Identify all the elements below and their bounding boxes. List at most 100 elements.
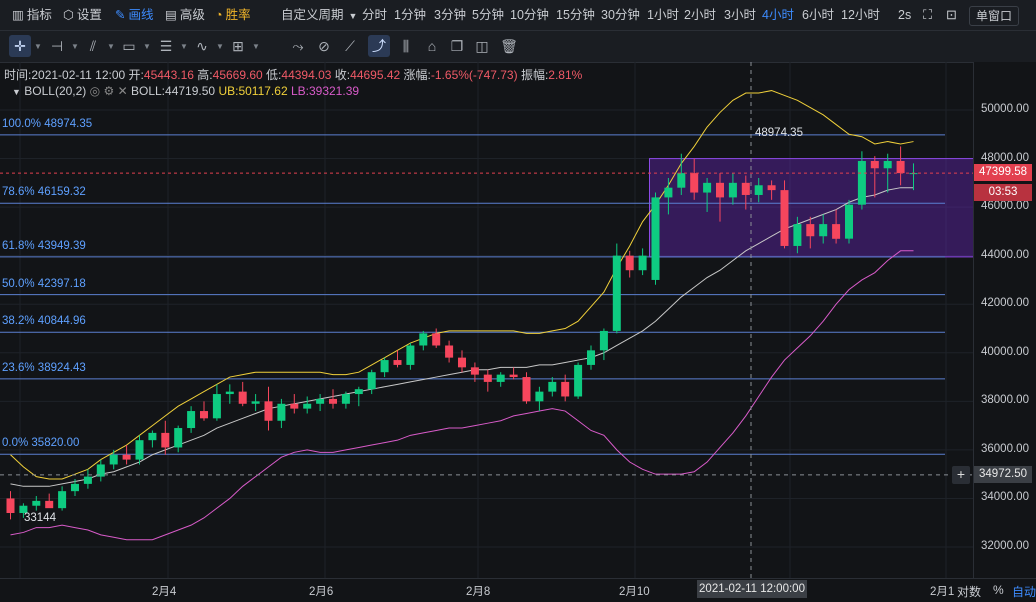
candle-body — [432, 333, 441, 346]
ohlc-open: 45443.16 — [143, 68, 194, 82]
draw-button[interactable]: ✎ 画线 — [115, 0, 154, 30]
pattern-icon[interactable]: ⫼ — [402, 38, 410, 54]
tool-caret-icon: ▼ — [252, 42, 260, 51]
candle-body — [548, 381, 557, 392]
window-mode-select[interactable]: 单窗口 — [969, 6, 1020, 26]
boll-lower-band — [10, 250, 914, 541]
settings-button[interactable]: ⬡ 设置 — [63, 0, 102, 30]
high-price-marker: 48974.35 — [755, 126, 803, 139]
candle-body — [109, 454, 118, 465]
candle-body — [367, 372, 376, 390]
trend-line-icon[interactable]: ⫽ — [89, 38, 97, 54]
candle-body — [870, 160, 879, 169]
candle-body — [522, 377, 531, 402]
tool-caret-icon: ▼ — [216, 42, 224, 51]
crosshair-icon[interactable]: ✛ — [9, 35, 31, 57]
percent-scale-toggle[interactable]: % — [993, 583, 1004, 597]
period-tab[interactable]: 1分钟 — [394, 8, 426, 22]
ohlc-low: 44394.03 — [281, 68, 332, 82]
candle-body — [406, 345, 415, 365]
winrate-button[interactable]: ◔ 胜率 — [215, 0, 251, 30]
boll-upper-band — [10, 90, 914, 480]
candle-body — [703, 182, 712, 193]
candle-body — [341, 394, 350, 404]
candle-body — [574, 364, 583, 397]
hide-icon[interactable]: ◫ — [475, 38, 489, 54]
lock-icon[interactable]: ⌂ — [427, 38, 437, 54]
period-tab[interactable]: 3分钟 — [434, 8, 466, 22]
price-axis-tick: 46000.00 — [981, 200, 1029, 213]
indicator-button[interactable]: ▥ 指标 — [12, 0, 52, 30]
candle-body — [806, 224, 815, 237]
tool-caret-icon: ▼ — [71, 42, 79, 51]
time-axis-tick: 2月10 — [619, 586, 650, 598]
crosshair-time-label: 2021-02-11 12:00:00 — [697, 580, 807, 598]
candle-body — [187, 411, 196, 429]
close-icon[interactable]: ✕ — [117, 84, 128, 98]
period-tab[interactable]: 15分钟 — [556, 8, 595, 22]
ohlc-time: 2021-02-11 12:00 — [31, 68, 126, 82]
fib-level-label: 100.0% 48974.35 — [2, 117, 93, 130]
period-tab[interactable]: 5分钟 — [472, 8, 504, 22]
candle-body — [793, 224, 802, 246]
period-tab[interactable]: 3小时 — [724, 8, 756, 22]
refresh-interval[interactable]: 2s — [898, 8, 912, 22]
fibonacci-icon[interactable]: ⤳ — [292, 38, 304, 54]
time-axis[interactable] — [0, 578, 1036, 602]
custom-period-dropdown[interactable]: 自定义周期 ▼ — [281, 8, 358, 22]
candle-body — [316, 398, 325, 404]
candle-body — [200, 411, 208, 419]
screenshot-icon[interactable]: ⊡ — [946, 7, 957, 22]
collapse-caret-icon[interactable]: ▼ — [12, 87, 21, 97]
candle-body — [625, 255, 634, 271]
ohlc-amplitude: 2.81% — [548, 68, 583, 82]
price-chart[interactable] — [0, 62, 973, 578]
parallel-lines-icon[interactable]: ☰ — [159, 38, 173, 54]
candle-body — [148, 432, 157, 441]
candle-body — [896, 160, 905, 174]
auto-scale-toggle[interactable]: 自动 — [1012, 585, 1036, 599]
candle-body — [612, 255, 621, 331]
candle-body — [587, 350, 595, 365]
horizontal-line-icon[interactable]: ⊣ — [50, 38, 64, 54]
candle-body — [135, 440, 144, 460]
ohlc-change: -1.65%(-747.73) — [430, 68, 518, 82]
ruler-icon[interactable]: ⟋ — [345, 38, 355, 54]
copy-icon[interactable]: ❐ — [450, 38, 464, 54]
measure-icon[interactable]: ⊞ — [232, 38, 244, 54]
magnet-icon[interactable]: ⤴ — [368, 35, 390, 57]
candle-body — [883, 160, 892, 169]
candle-body — [174, 428, 183, 448]
period-tab[interactable]: 30分钟 — [601, 8, 640, 22]
price-axis[interactable] — [973, 62, 1036, 579]
ohlc-close: 44695.42 — [350, 68, 401, 82]
add-alert-icon[interactable]: + — [952, 466, 970, 484]
candle-body — [780, 190, 789, 246]
time-axis-tick: 2月4 — [152, 586, 177, 598]
tool-caret-icon: ▼ — [180, 42, 188, 51]
period-tab[interactable]: 10分钟 — [510, 8, 549, 22]
trash-icon[interactable]: 🗑 — [500, 38, 518, 54]
fib-level-label: 61.8% 43949.39 — [2, 239, 86, 252]
period-tab[interactable]: 分时 — [362, 8, 388, 22]
indicator-settings-icon[interactable]: ⚙ — [103, 84, 115, 98]
period-tab[interactable]: 12小时 — [841, 8, 880, 22]
advanced-button[interactable]: ▤ 高级 — [165, 0, 205, 30]
candle-body — [458, 357, 466, 368]
wave-icon[interactable]: ∿ — [196, 38, 208, 54]
eye-icon[interactable]: ◎ — [89, 84, 101, 98]
candle-body — [19, 505, 28, 514]
period-tab[interactable]: 1小时 — [647, 8, 679, 22]
brush-icon[interactable]: ⊘ — [318, 38, 330, 54]
period-tab[interactable]: 2小时 — [684, 8, 716, 22]
log-scale-toggle[interactable]: 对数 — [957, 585, 982, 599]
candle-body — [845, 204, 853, 239]
fib-level-label: 78.6% 46159.32 — [2, 186, 86, 199]
period-tab[interactable]: 4小时 — [762, 8, 794, 22]
boll-info: ▼ BOLL(20,2) ◎ ⚙ ✕ BOLL:44719.50 UB:5011… — [12, 84, 360, 98]
price-axis-tick: 50000.00 — [981, 103, 1029, 115]
candle-body — [58, 491, 67, 509]
fullscreen-icon[interactable]: ⛶ — [923, 7, 933, 22]
period-tab[interactable]: 6小时 — [802, 8, 834, 22]
rectangle-icon[interactable]: ▭ — [122, 38, 136, 54]
